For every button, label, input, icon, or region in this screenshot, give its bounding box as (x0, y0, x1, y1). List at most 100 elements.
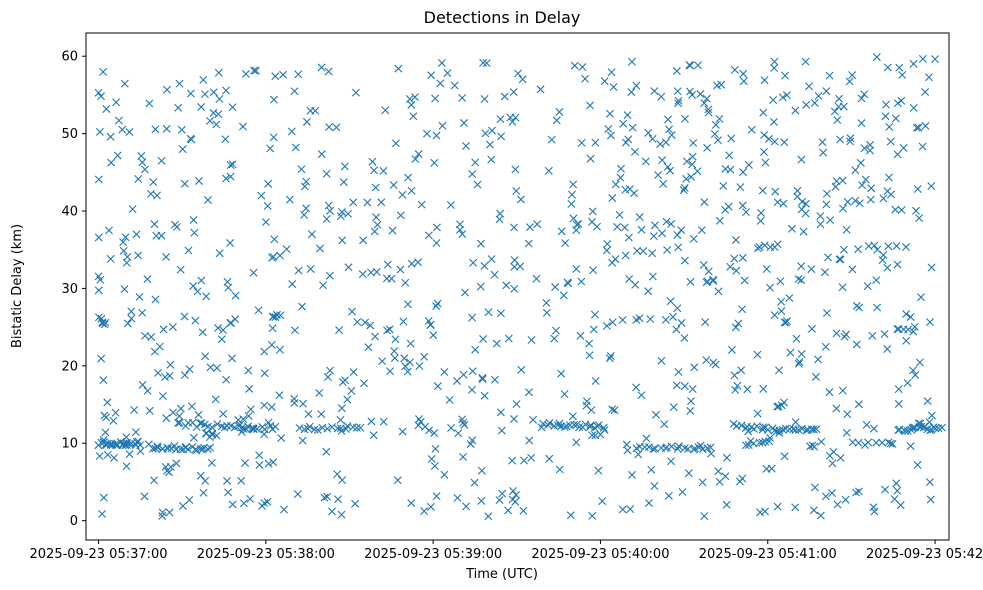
detection-point (759, 108, 768, 117)
detection-point (121, 233, 130, 242)
detection-point (205, 116, 214, 125)
detection-point (414, 150, 423, 159)
detection-point (769, 117, 778, 126)
detection-point (740, 276, 749, 285)
detection-point (872, 438, 881, 447)
detection-point (924, 73, 933, 82)
detection-point (797, 205, 806, 214)
detection-point (461, 288, 469, 297)
detection-point (336, 415, 345, 424)
detection-point (110, 453, 119, 462)
detection-point (765, 437, 774, 446)
detection-point (502, 281, 511, 290)
detection-point (150, 347, 159, 356)
detection-point (162, 252, 171, 261)
detection-point (224, 283, 233, 292)
detection-point (775, 366, 784, 375)
detection-point (473, 180, 482, 189)
detection-point (107, 158, 116, 167)
detection-point (249, 425, 258, 434)
detection-point (822, 200, 831, 209)
detection-point (816, 220, 825, 229)
detection-point (906, 442, 915, 451)
detection-point (251, 66, 260, 75)
detection-point (189, 281, 198, 290)
detection-point (480, 391, 489, 400)
detection-point (104, 226, 113, 235)
detection-point (697, 226, 706, 235)
detection-point (883, 187, 892, 196)
detection-point (641, 157, 650, 166)
detection-point (903, 378, 912, 387)
detection-point (383, 260, 392, 269)
detection-point (162, 85, 171, 94)
detection-point (873, 245, 882, 254)
detection-point (180, 371, 189, 380)
detection-point (825, 71, 834, 80)
detection-point (658, 229, 667, 238)
detection-point (496, 209, 505, 218)
detection-point (555, 465, 564, 474)
detection-point (504, 334, 513, 343)
axis-ticks: 2025-09-23 05:37:00 2025-09-23 05:38:00 20… (30, 50, 983, 562)
detection-point (420, 352, 429, 361)
detection-point (217, 335, 226, 344)
detection-point (801, 57, 810, 66)
detection-point (135, 292, 144, 301)
detection-point (686, 87, 695, 96)
y-tick-label: 0 (70, 514, 78, 529)
detection-point (145, 406, 154, 415)
detection-point (816, 511, 825, 520)
detection-point (480, 95, 489, 103)
detection-point (238, 122, 247, 131)
detection-point (338, 476, 347, 485)
detection-point (661, 315, 670, 324)
detection-point (623, 111, 632, 120)
detection-point (344, 209, 353, 218)
detection-point (136, 447, 145, 456)
detection-point (786, 348, 795, 357)
detection-point (747, 125, 756, 134)
detection-point (192, 423, 201, 432)
detection-point (486, 140, 494, 149)
detection-point (496, 115, 505, 124)
detection-point (734, 319, 743, 328)
detection-point (459, 452, 468, 461)
detection-point (711, 360, 720, 369)
detection-point (766, 283, 774, 292)
detection-point (416, 417, 425, 426)
detection-point (860, 90, 869, 99)
detection-point (909, 366, 918, 375)
detection-point (550, 334, 559, 343)
detection-point (898, 70, 907, 79)
detection-point (567, 190, 576, 199)
detection-point (268, 253, 277, 262)
detection-point (159, 325, 168, 334)
detection-point (293, 490, 302, 499)
detection-point (680, 334, 689, 343)
detection-point (199, 75, 208, 84)
detection-point (255, 451, 264, 460)
detection-point (317, 63, 326, 72)
detection-point (927, 263, 936, 272)
detection-point (598, 497, 607, 506)
detection-point (525, 436, 534, 445)
detection-point (417, 200, 426, 209)
detection-point (926, 495, 935, 504)
detection-point (479, 334, 488, 343)
detection-point (100, 320, 109, 329)
detection-point (841, 495, 850, 504)
detection-point (744, 160, 753, 169)
detection-point (566, 511, 575, 520)
detection-point (913, 185, 922, 193)
detection-point (487, 155, 496, 164)
detection-point (213, 420, 222, 429)
detection-point (138, 380, 147, 389)
detection-point (589, 266, 598, 275)
detection-point (222, 174, 230, 183)
detection-point (557, 227, 566, 236)
detection-point (269, 95, 278, 104)
detection-point (866, 146, 875, 155)
detection-point (339, 178, 348, 187)
detection-point (857, 119, 866, 128)
